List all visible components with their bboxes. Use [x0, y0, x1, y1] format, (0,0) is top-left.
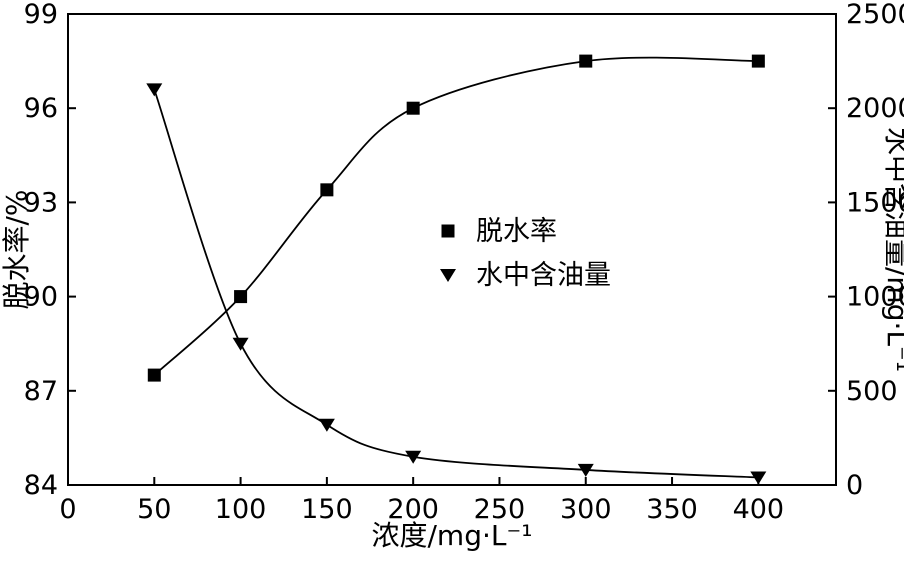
series-marker-triangle-down [318, 418, 335, 432]
x-tick-label: 400 [733, 494, 785, 525]
y-right-tick-label: 0 [846, 470, 863, 501]
series-marker-triangle-down [577, 463, 594, 477]
y-left-tick-label: 90 [24, 282, 58, 313]
x-tick-label: 150 [301, 494, 353, 525]
y-right-tick-label: 1500 [846, 187, 904, 218]
y-right-tick-label: 500 [846, 376, 898, 407]
y-left-tick-label: 99 [24, 0, 58, 30]
series-line-triangle-down [153, 88, 760, 479]
legend-marker-square [441, 224, 455, 238]
legend-marker-triangle-down [440, 269, 456, 282]
series-marker-triangle-down [146, 83, 163, 97]
series-marker-square [751, 54, 765, 68]
y-right-axis-label: 水中含油量/mg·L⁻¹ [881, 127, 904, 372]
series-marker-square [234, 290, 248, 304]
series-marker-square [320, 183, 334, 197]
y-left-axis-label: 脱水率/% [0, 189, 33, 309]
x-tick-label: 250 [474, 494, 526, 525]
plot-frame [67, 13, 837, 486]
series-marker-square [406, 101, 420, 115]
x-tick-label: 0 [59, 494, 76, 525]
y-left-tick-label: 84 [24, 470, 58, 501]
y-right-tick-label: 2500 [846, 0, 904, 30]
x-tick-label: 350 [646, 494, 698, 525]
series-marker-triangle-down [232, 337, 249, 351]
legend-label: 水中含油量 [476, 260, 611, 291]
y-left-tick-label: 96 [24, 93, 58, 124]
x-tick-label: 200 [387, 494, 439, 525]
legend-label: 脱水率 [476, 216, 557, 247]
x-tick-label: 100 [215, 494, 267, 525]
y-right-tick-label: 1000 [846, 282, 904, 313]
series-marker-triangle-down [750, 471, 767, 485]
series-marker-triangle-down [405, 450, 422, 464]
y-left-tick-label: 87 [24, 376, 58, 407]
x-axis-label: 浓度/mg·L⁻¹ [372, 519, 533, 552]
series-marker-square [147, 368, 161, 382]
series-marker-square [579, 54, 593, 68]
y-right-tick-label: 2000 [846, 93, 904, 124]
x-tick-label: 50 [137, 494, 171, 525]
x-tick-label: 300 [560, 494, 612, 525]
y-left-tick-label: 93 [24, 187, 58, 218]
